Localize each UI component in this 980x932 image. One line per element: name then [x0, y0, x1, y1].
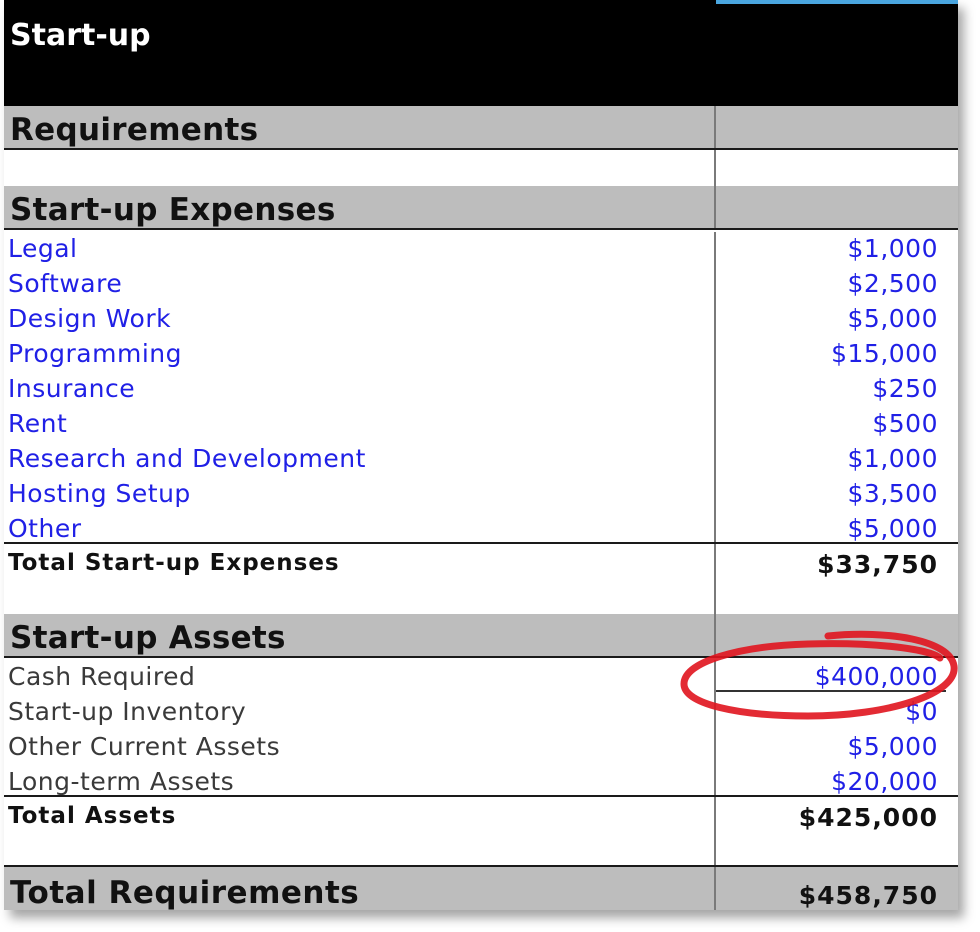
expense-value[interactable]: $3,500 [847, 479, 938, 508]
asset-value[interactable]: $400,000 [814, 662, 938, 691]
expense-label: Other [8, 514, 82, 543]
asset-label: Cash Required [8, 662, 196, 691]
asset-label: Long-term Assets [8, 767, 235, 796]
grand-total-value: $458,750 [798, 881, 938, 910]
expense-row-legal[interactable]: Legal $1,000 [4, 232, 958, 267]
asset-row-other-current-assets[interactable]: Other Current Assets $5,000 [4, 730, 958, 765]
requirements-header: Requirements [4, 106, 958, 150]
expense-value[interactable]: $5,000 [847, 514, 938, 543]
startup-table: Start-up Requirements Start-up Expenses … [4, 0, 958, 911]
expense-label: Programming [8, 339, 182, 368]
assets-total-row: Total Assets $425,000 [4, 795, 958, 865]
assets-total-label: Total Assets [8, 803, 177, 829]
expense-row-programming[interactable]: Programming $15,000 [4, 337, 958, 372]
table-title: Start-up [10, 18, 151, 53]
expense-value[interactable]: $1,000 [847, 234, 938, 263]
expenses-heading: Start-up Expenses [10, 192, 336, 228]
assets-heading: Start-up Assets [10, 620, 286, 656]
asset-row-startup-inventory[interactable]: Start-up Inventory $0 [4, 695, 958, 730]
expense-label: Design Work [8, 304, 172, 333]
grand-total-row: Total Requirements $458,750 [4, 865, 958, 911]
expense-value[interactable]: $5,000 [847, 304, 938, 333]
expense-value[interactable]: $2,500 [847, 269, 938, 298]
expense-row-rent[interactable]: Rent $500 [4, 407, 958, 442]
expense-label: Rent [8, 409, 68, 438]
asset-value[interactable]: $20,000 [831, 767, 938, 796]
expense-value[interactable]: $15,000 [831, 339, 938, 368]
asset-value[interactable]: $0 [905, 697, 938, 726]
spacer-row [4, 150, 958, 186]
column-header-accent [716, 0, 958, 4]
expense-row-insurance[interactable]: Insurance $250 [4, 372, 958, 407]
expense-value[interactable]: $1,000 [847, 444, 938, 473]
expense-row-design-work[interactable]: Design Work $5,000 [4, 302, 958, 337]
expense-value[interactable]: $500 [872, 409, 938, 438]
expense-row-software[interactable]: Software $2,500 [4, 267, 958, 302]
expense-label: Hosting Setup [8, 479, 191, 508]
expense-row-other[interactable]: Other $5,000 [4, 512, 958, 543]
grand-total-label: Total Requirements [10, 875, 360, 911]
asset-row-long-term-assets[interactable]: Long-term Assets $20,000 [4, 765, 958, 796]
expense-value[interactable]: $250 [872, 374, 938, 403]
expense-row-research-development[interactable]: Research and Development $1,000 [4, 442, 958, 477]
expense-label: Software [8, 269, 123, 298]
expenses-header: Start-up Expenses [4, 186, 958, 230]
assets-total-value: $425,000 [798, 803, 938, 832]
table-title-bar: Start-up [4, 0, 958, 106]
expense-label: Research and Development [8, 444, 366, 473]
requirements-heading: Requirements [10, 112, 259, 148]
asset-value[interactable]: $5,000 [847, 732, 938, 761]
assets-header: Start-up Assets [4, 614, 958, 658]
expenses-total-value: $33,750 [817, 550, 938, 579]
expense-row-hosting-setup[interactable]: Hosting Setup $3,500 [4, 477, 958, 512]
expense-label: Insurance [8, 374, 136, 403]
expenses-total-row: Total Start-up Expenses $33,750 [4, 542, 958, 614]
cash-cell-border [716, 690, 946, 692]
asset-label: Other Current Assets [8, 732, 281, 761]
expense-label: Legal [8, 234, 78, 263]
asset-label: Start-up Inventory [8, 697, 247, 726]
expenses-total-label: Total Start-up Expenses [8, 550, 340, 576]
